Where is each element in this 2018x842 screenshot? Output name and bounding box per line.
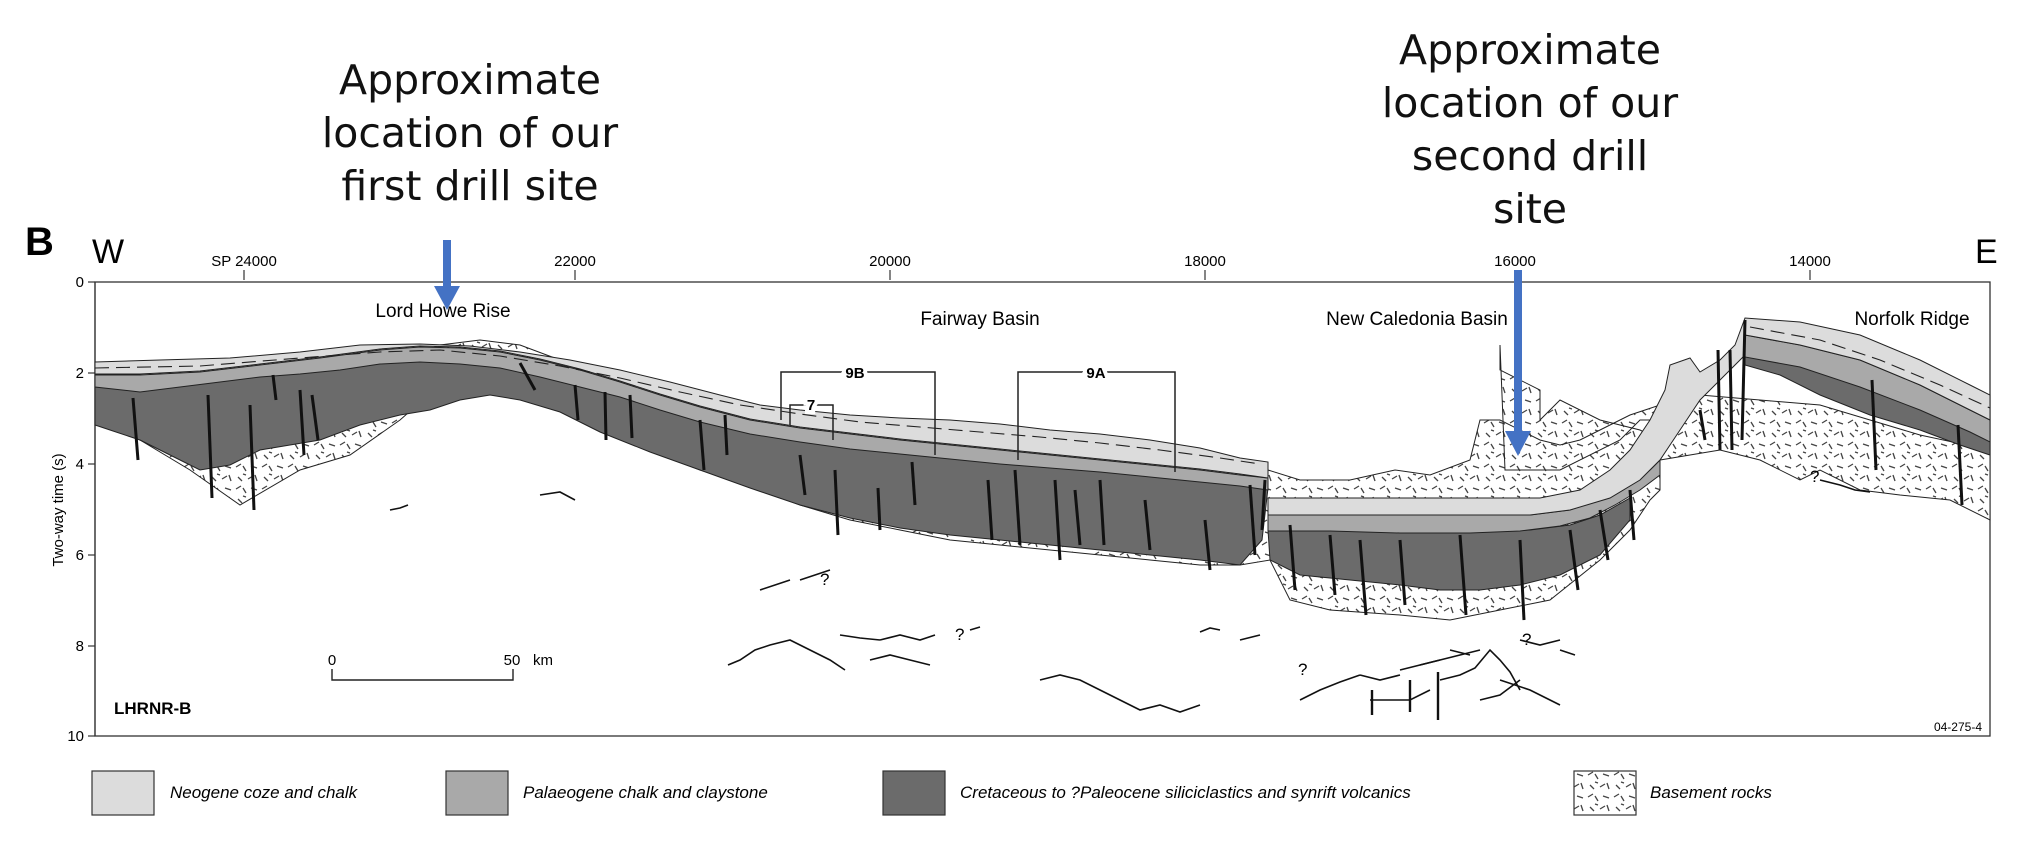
east-label: E [1975, 233, 1998, 271]
legend: Neogene coze and chalk Palaeogene chalk … [91, 770, 1772, 816]
uncertainty-mark: ? [820, 570, 829, 589]
deep-fault-sticks [1370, 672, 1440, 720]
uncertainty-mark: ? [1298, 660, 1307, 679]
scale-bar-start: 0 [328, 652, 336, 669]
shotpoint-label: 20000 [869, 253, 911, 270]
horizon-dashed-east [1749, 326, 1991, 409]
region-label: Lord Howe Rise [375, 301, 510, 322]
shotpoint-label: SP 24000 [211, 253, 277, 270]
legend-swatch-basement [1573, 770, 1637, 816]
second-site-line-3: second drill [1411, 132, 1649, 180]
region-label: New Caledonia Basin [1326, 309, 1508, 330]
scale-bar [331, 669, 514, 681]
palaeogene-layer [94, 346, 1269, 491]
second-site-line-4: site [1492, 185, 1568, 233]
deep-reflectors [389, 479, 1871, 713]
shotpoint-ticks [243, 270, 1811, 280]
second-site-line-2: location of our [1381, 79, 1679, 127]
neogene-layer [94, 343, 1269, 479]
shotpoint-label: 22000 [554, 253, 596, 270]
line-box-7 [789, 404, 834, 440]
legend-swatch-neogene [91, 770, 155, 816]
shotpoint-label: 16000 [1494, 253, 1536, 270]
legend-label: Palaeogene chalk and claystone [523, 783, 768, 802]
shotpoint-label: 18000 [1184, 253, 1226, 270]
first-site-annotation: Approximate location of our first drill … [300, 54, 640, 213]
first-site-arrow [434, 240, 460, 310]
y-axis-label: Two-way time (s) [50, 453, 67, 566]
scale-bar-end: 50 [504, 652, 521, 669]
line-box-label: 9A [1086, 365, 1105, 382]
line-name: LHRNR-B [114, 699, 191, 718]
uncertainty-mark: ? [955, 625, 964, 644]
legend-swatch-cretaceous [882, 770, 946, 816]
y-axis [88, 281, 96, 737]
line-box-label: 7 [807, 397, 815, 414]
uncertainty-mark: ? [1522, 630, 1531, 649]
second-site-annotation: Approximate location of our second drill… [1360, 24, 1700, 236]
neogene-layer-east [1267, 317, 1991, 516]
line-box-9a [1017, 371, 1176, 472]
y-tick-label: 4 [76, 456, 84, 473]
legend-label: Cretaceous to ?Paleocene siliciclastics … [960, 783, 1411, 802]
y-tick-label: 2 [76, 365, 84, 382]
scale-bar-unit: km [533, 652, 553, 669]
uncertainty-mark: ? [1810, 467, 1819, 486]
legend-label: Neogene coze and chalk [170, 783, 359, 802]
second-site-line-1: Approximate [1399, 26, 1661, 74]
y-tick-label: 6 [76, 547, 84, 564]
region-label: Fairway Basin [920, 309, 1039, 330]
region-label: Norfolk Ridge [1854, 309, 1969, 330]
legend-swatch-palaeogene [445, 770, 509, 816]
fault-lines [131, 319, 1964, 621]
figure-code: 04-275-4 [1934, 720, 1982, 734]
first-site-line-2: location of our [321, 109, 619, 157]
shotpoint-label: 14000 [1789, 253, 1831, 270]
y-tick-label: 0 [76, 274, 84, 291]
first-site-line-1: Approximate [339, 56, 601, 104]
legend-label: Basement rocks [1650, 783, 1772, 802]
line-box-label: 9B [845, 365, 864, 382]
west-label: W [92, 233, 124, 271]
panel-label: B [25, 220, 54, 264]
y-tick-label: 8 [76, 638, 84, 655]
line-box-9b [780, 371, 936, 455]
first-site-line-3: first drill site [341, 162, 599, 210]
second-site-arrow [1505, 270, 1531, 456]
horizon-dashed [94, 349, 1261, 465]
y-tick-label: 10 [67, 728, 84, 745]
